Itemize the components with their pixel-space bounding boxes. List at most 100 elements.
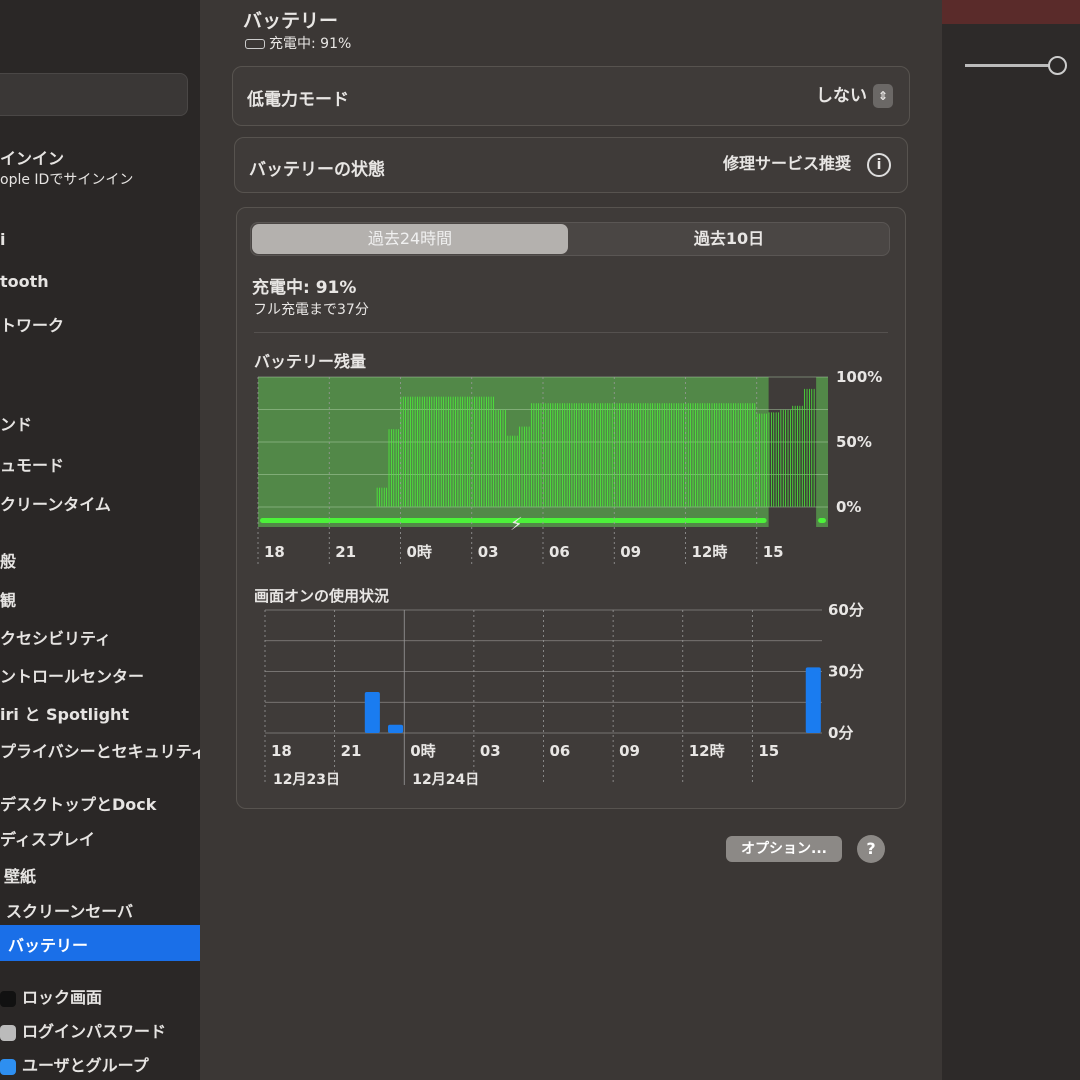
battery-level-bar [505, 409, 506, 507]
sidebar-item-control-center[interactable]: ントロールセンター [0, 667, 145, 686]
battery-level-bar [455, 396, 456, 507]
low-power-mode-row: 低電力モード しない ⇕ [232, 66, 910, 126]
battery-level-bar [440, 396, 442, 507]
battery-level-bar [514, 435, 516, 507]
sidebar-item-desktop-dock[interactable]: デスクトップとDock [0, 795, 157, 814]
battery-level-bar [400, 396, 402, 507]
battery-level-bar [398, 429, 399, 507]
sidebar-item-focus[interactable]: ュモード [0, 456, 65, 475]
sidebar: インイン ople IDでサインイン i tooth トワーク ンド ュモード … [0, 0, 228, 1080]
volume-slider-knob[interactable] [1048, 56, 1067, 75]
battery-level-bar [782, 409, 784, 507]
help-button[interactable]: ? [857, 835, 885, 863]
sidebar-item-appearance[interactable]: 観 [0, 591, 17, 610]
battery-level-bar [588, 403, 589, 507]
tab-last-24-hours[interactable]: 過去24時間 [252, 224, 568, 254]
battery-level-bar [573, 403, 575, 507]
battery-level-bar [566, 403, 568, 507]
sidebar-item-wallpaper[interactable]: 壁紙 [4, 867, 37, 886]
battery-level-bar [645, 403, 646, 507]
tab-last-10-days[interactable]: 過去10日 [693, 229, 765, 248]
sidebar-item-sublabel: ople IDでサインイン [0, 172, 134, 188]
battery-level-bar [509, 435, 511, 507]
sidebar-item-users-groups[interactable]: ユーザとグループ [0, 1052, 149, 1076]
battery-level-bar [785, 409, 787, 507]
battery-level-bar [623, 403, 625, 507]
battery-level-bar [642, 403, 644, 507]
sidebar-item-screensaver[interactable]: スクリーンセーバ [6, 902, 134, 921]
battery-level-bar [569, 403, 570, 507]
battery-level-bar [521, 426, 523, 507]
sidebar-item-wifi[interactable]: i [0, 230, 6, 249]
battery-level-bar [728, 403, 730, 507]
battery-level-bar [687, 403, 689, 507]
battery-level-bar [438, 396, 440, 507]
battery-level-bar [452, 396, 454, 507]
sidebar-item-battery[interactable]: バッテリー [0, 925, 224, 961]
battery-level-bar [545, 403, 547, 507]
sidebar-item-accessibility[interactable]: クセシビリティ [0, 629, 112, 648]
battery-level-bar [464, 396, 466, 507]
battery-level-bar [699, 403, 701, 507]
battery-level-bar [600, 403, 601, 507]
battery-level-bar [471, 396, 473, 507]
x-tick-label: 12時 [689, 742, 725, 760]
battery-level-bar [486, 396, 487, 507]
sidebar-item-bluetooth[interactable]: tooth [0, 272, 49, 291]
low-power-mode-select[interactable]: しない ⇕ [816, 81, 893, 108]
battery-level-bar [780, 409, 782, 507]
battery-level-bar [654, 403, 656, 507]
sidebar-item-login-password[interactable]: ログインパスワード [0, 1018, 166, 1042]
battery-level-bar [547, 403, 549, 507]
battery-level-bar [657, 403, 658, 507]
battery-level-bar [609, 403, 611, 507]
battery-level-bar [597, 403, 599, 507]
options-button[interactable]: オプション... [726, 836, 842, 862]
battery-level-bar [535, 403, 537, 507]
battery-level-bar [730, 403, 732, 507]
battery-level-bar [459, 396, 461, 507]
sidebar-item-label: ユーザとグループ [22, 1056, 149, 1075]
sidebar-item-displays[interactable]: ディスプレイ [0, 830, 95, 849]
battery-level-bar [664, 403, 665, 507]
battery-level-bar [778, 412, 779, 507]
battery-level-bar [388, 429, 390, 507]
low-power-mode-label: 低電力モード [247, 90, 349, 110]
battery-level-bar [507, 435, 509, 507]
battery-level-bar [801, 405, 803, 507]
battery-level-bar [395, 429, 397, 507]
battery-level-bar [752, 403, 753, 507]
sidebar-item-network[interactable]: トワーク [0, 316, 65, 335]
battery-level-bar [759, 413, 760, 507]
sidebar-item-screen-time[interactable]: クリーンタイム [0, 495, 111, 514]
sidebar-item-lock-screen[interactable]: ロック画面 [0, 984, 102, 1008]
x-tick-label: 03 [480, 742, 501, 760]
y-tick-label: 100% [836, 368, 882, 386]
sidebar-item-general[interactable]: 般 [0, 552, 17, 571]
sidebar-item-privacy[interactable]: プライバシーとセキュリティ [0, 742, 207, 761]
sidebar-item-sound[interactable]: ンド [0, 415, 33, 434]
charging-period-shade [258, 377, 769, 527]
battery-level-bar [497, 409, 499, 507]
charging-bolt-icon: ⚡ [510, 514, 523, 535]
battery-level-bar [621, 403, 623, 507]
volume-slider-track[interactable] [965, 64, 1060, 67]
x-tick-label: 03 [478, 543, 499, 561]
battery-level-bar [592, 403, 594, 507]
search-input[interactable] [0, 73, 188, 116]
sidebar-item-siri-spotlight[interactable]: iri と Spotlight [0, 705, 130, 724]
battery-level-bar [619, 403, 620, 507]
battery-level-bar [414, 396, 416, 507]
battery-health-value: 修理サービス推奨 [722, 154, 851, 173]
battery-level-bar [376, 487, 378, 507]
x-tick-label: 21 [335, 543, 356, 561]
sidebar-item-apple-id[interactable]: インイン ople IDでサインイン [0, 145, 133, 189]
battery-level-bar [552, 403, 554, 507]
date-label: 12月24日 [412, 772, 479, 788]
screen-usage-bar [364, 692, 380, 733]
info-icon[interactable]: i [867, 152, 891, 177]
battery-level-bar [410, 396, 411, 507]
battery-level-bar [668, 403, 670, 507]
y-tick-label: 60分 [828, 601, 864, 619]
battery-level-bar [483, 396, 485, 507]
